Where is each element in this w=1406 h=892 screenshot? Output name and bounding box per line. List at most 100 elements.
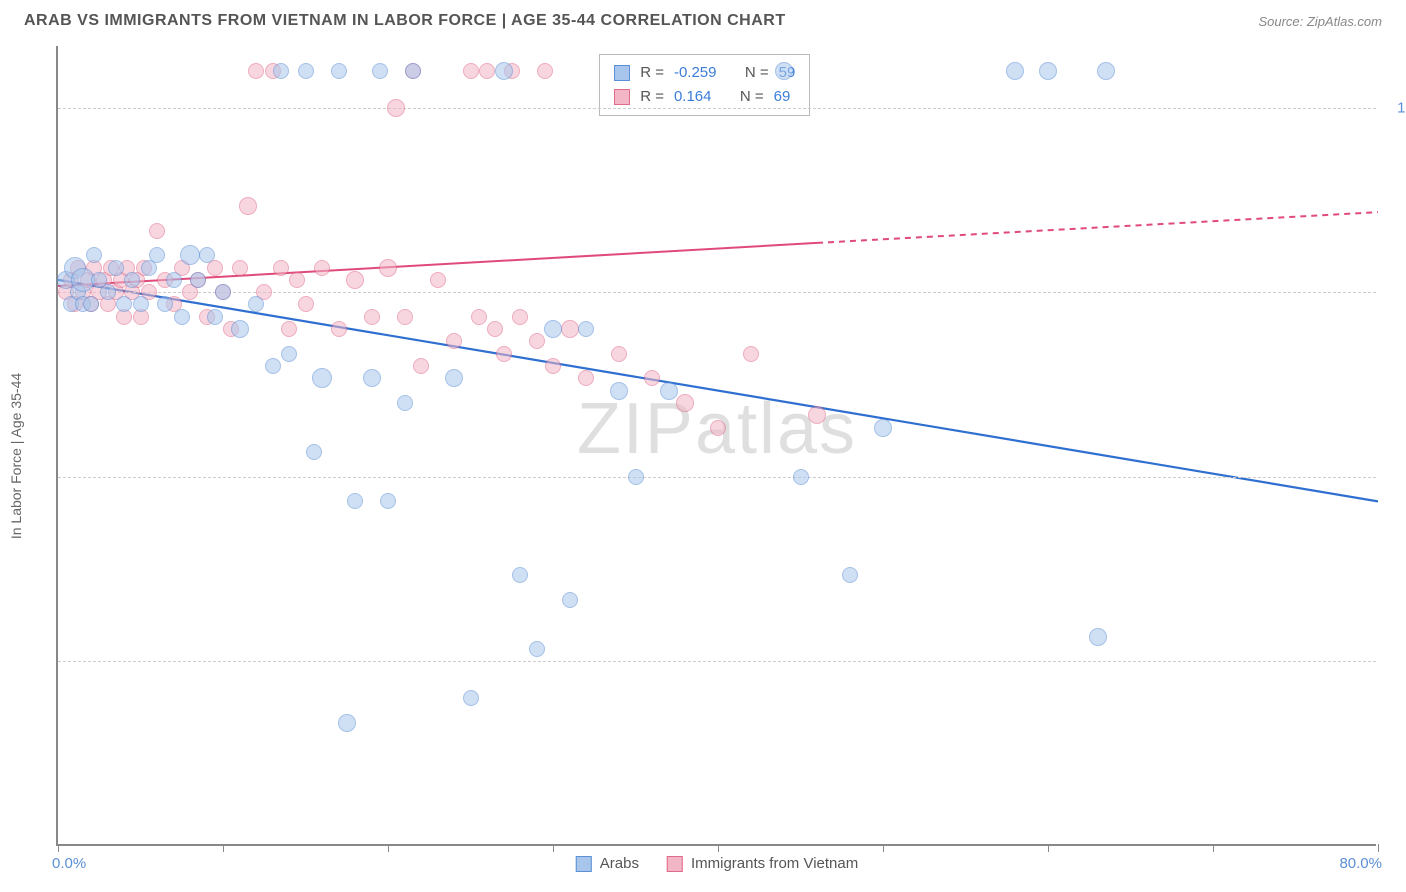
data-point-arabs xyxy=(174,309,190,325)
data-point-arabs xyxy=(116,296,132,312)
gridline xyxy=(58,477,1376,478)
data-point-arabs xyxy=(281,346,297,362)
data-point-vietnam xyxy=(545,358,561,374)
data-point-arabs xyxy=(793,469,809,485)
data-point-vietnam xyxy=(611,346,627,362)
x-axis-max-label: 80.0% xyxy=(1339,855,1382,872)
data-point-arabs xyxy=(157,296,173,312)
data-point-vietnam xyxy=(387,99,405,117)
data-point-arabs xyxy=(445,369,463,387)
data-point-vietnam xyxy=(232,260,248,276)
data-point-vietnam xyxy=(149,223,165,239)
swatch-vietnam xyxy=(667,856,683,872)
y-axis-label: In Labor Force | Age 35-44 xyxy=(8,373,24,539)
x-tick xyxy=(883,844,884,852)
data-point-arabs xyxy=(512,567,528,583)
data-point-arabs xyxy=(273,63,289,79)
data-point-arabs xyxy=(248,296,264,312)
data-point-arabs xyxy=(405,63,421,79)
data-point-arabs xyxy=(331,63,347,79)
data-point-arabs xyxy=(1006,62,1024,80)
data-point-arabs xyxy=(380,493,396,509)
data-point-arabs xyxy=(562,592,578,608)
data-point-arabs xyxy=(231,320,249,338)
data-point-arabs xyxy=(544,320,562,338)
data-point-vietnam xyxy=(289,272,305,288)
chart-header: ARAB VS IMMIGRANTS FROM VIETNAM IN LABOR… xyxy=(0,0,1406,36)
data-point-vietnam xyxy=(331,321,347,337)
data-point-vietnam xyxy=(379,259,397,277)
data-point-arabs xyxy=(180,245,200,265)
data-point-vietnam xyxy=(314,260,330,276)
data-point-vietnam xyxy=(471,309,487,325)
data-point-arabs xyxy=(215,284,231,300)
data-point-vietnam xyxy=(239,197,257,215)
data-point-vietnam xyxy=(446,333,462,349)
data-point-vietnam xyxy=(537,63,553,79)
data-point-arabs xyxy=(312,368,332,388)
data-point-vietnam xyxy=(248,63,264,79)
data-point-arabs xyxy=(463,690,479,706)
data-point-vietnam xyxy=(346,271,364,289)
x-axis-min-label: 0.0% xyxy=(52,855,86,872)
data-point-vietnam xyxy=(808,406,826,424)
data-point-vietnam xyxy=(578,370,594,386)
data-point-vietnam xyxy=(397,309,413,325)
data-point-arabs xyxy=(529,641,545,657)
x-tick xyxy=(223,844,224,852)
x-tick xyxy=(718,844,719,852)
legend-item-vietnam: Immigrants from Vietnam xyxy=(667,855,858,872)
plot-region: ZIPatlas R = -0.259 N = 59 R = 0.164 N =… xyxy=(56,46,1376,846)
y-tick-label: 85.0% xyxy=(1384,284,1406,301)
x-tick xyxy=(553,844,554,852)
data-point-arabs xyxy=(660,382,678,400)
data-point-vietnam xyxy=(273,260,289,276)
data-point-vietnam xyxy=(430,272,446,288)
data-point-arabs xyxy=(1097,62,1115,80)
y-tick-label: 100.0% xyxy=(1384,99,1406,116)
data-point-vietnam xyxy=(487,321,503,337)
x-tick xyxy=(1378,844,1379,852)
data-point-arabs xyxy=(338,714,356,732)
data-point-vietnam xyxy=(298,296,314,312)
data-point-arabs xyxy=(298,63,314,79)
data-point-arabs xyxy=(149,247,165,263)
data-point-vietnam xyxy=(561,320,579,338)
data-point-arabs xyxy=(108,260,124,276)
trend-lines xyxy=(58,46,1378,846)
stats-row-arabs: R = -0.259 N = 59 xyxy=(614,61,795,85)
swatch-arabs xyxy=(614,65,630,81)
data-point-vietnam xyxy=(676,394,694,412)
data-point-vietnam xyxy=(710,420,726,436)
gridline xyxy=(58,108,1376,109)
data-point-arabs xyxy=(1039,62,1057,80)
data-point-arabs xyxy=(83,296,99,312)
data-point-arabs xyxy=(86,247,102,263)
stats-row-vietnam: R = 0.164 N = 69 xyxy=(614,85,795,109)
data-point-vietnam xyxy=(743,346,759,362)
data-point-arabs xyxy=(775,62,793,80)
legend-bottom: Arabs Immigrants from Vietnam xyxy=(576,855,858,872)
data-point-vietnam xyxy=(281,321,297,337)
data-point-vietnam xyxy=(463,63,479,79)
data-point-arabs xyxy=(842,567,858,583)
data-point-vietnam xyxy=(479,63,495,79)
data-point-arabs xyxy=(265,358,281,374)
swatch-vietnam xyxy=(614,89,630,105)
data-point-arabs xyxy=(578,321,594,337)
data-point-arabs xyxy=(372,63,388,79)
y-tick-label: 70.0% xyxy=(1384,468,1406,485)
chart-title: ARAB VS IMMIGRANTS FROM VIETNAM IN LABOR… xyxy=(24,12,786,30)
data-point-arabs xyxy=(199,247,215,263)
data-point-arabs xyxy=(306,444,322,460)
data-point-vietnam xyxy=(496,346,512,362)
swatch-arabs xyxy=(576,856,592,872)
chart-source: Source: ZipAtlas.com xyxy=(1258,14,1382,29)
data-point-arabs xyxy=(100,284,116,300)
data-point-arabs xyxy=(495,62,513,80)
x-tick xyxy=(58,844,59,852)
chart-area: In Labor Force | Age 35-44 ZIPatlas R = … xyxy=(56,46,1376,866)
data-point-arabs xyxy=(190,272,206,288)
legend-item-arabs: Arabs xyxy=(576,855,639,872)
data-point-arabs xyxy=(133,296,149,312)
